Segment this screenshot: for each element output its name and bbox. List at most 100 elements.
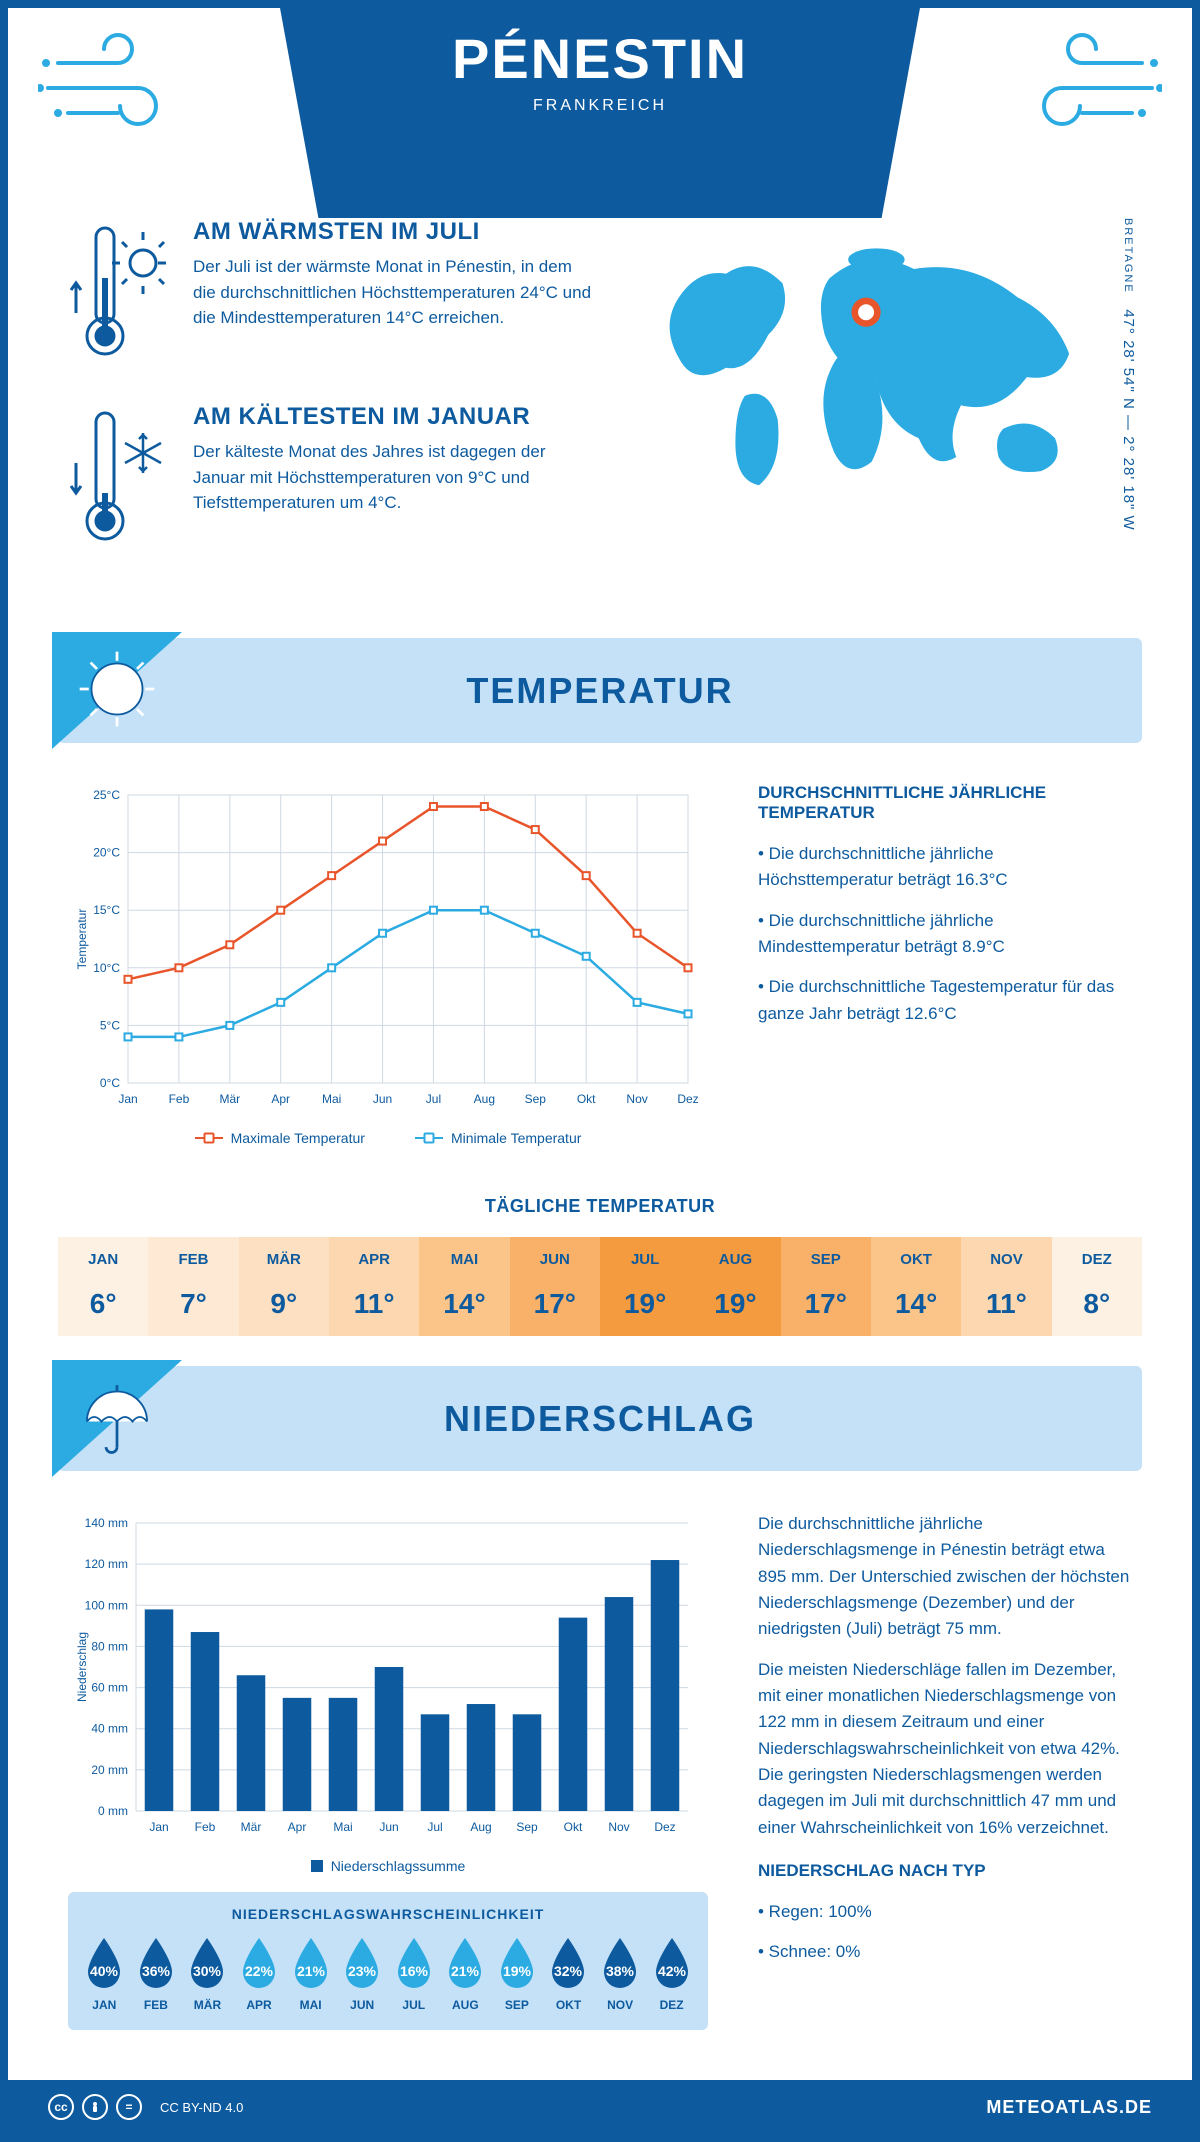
temperature-line-chart: 0°C5°C10°C15°C20°C25°CJanFebMärAprMaiJun…: [68, 783, 708, 1113]
daily-temp-cell: DEZ8°: [1052, 1237, 1142, 1336]
svg-text:10°C: 10°C: [93, 961, 120, 975]
svg-text:Jan: Jan: [149, 1820, 168, 1834]
precip-prob-drop: 38% NOV: [596, 1936, 645, 2012]
precip-prob-drop: 30% MÄR: [183, 1936, 232, 2012]
intro-section: AM WÄRMSTEN IM JULI Der Juli ist der wär…: [8, 218, 1192, 618]
svg-text:Mai: Mai: [322, 1092, 341, 1106]
precip-prob-heading: NIEDERSCHLAGSWAHRSCHEINLICHKEIT: [80, 1906, 696, 1922]
sun-icon: [76, 648, 158, 730]
svg-text:140 mm: 140 mm: [85, 1516, 128, 1530]
temperature-section-header: TEMPERATUR: [58, 638, 1142, 743]
svg-text:Okt: Okt: [564, 1820, 583, 1834]
svg-text:Feb: Feb: [195, 1820, 216, 1834]
svg-text:Mär: Mär: [241, 1820, 262, 1834]
temperature-bullet: • Die durchschnittliche jährliche Höchst…: [758, 841, 1132, 894]
svg-text:Sep: Sep: [516, 1820, 538, 1834]
svg-text:Nov: Nov: [626, 1092, 647, 1106]
precip-prob-drop: 21% AUG: [441, 1936, 490, 2012]
precip-type-item: • Regen: 100%: [758, 1899, 1132, 1925]
svg-text:120 mm: 120 mm: [85, 1557, 128, 1571]
daily-temp-cell: MÄR9°: [239, 1237, 329, 1336]
svg-text:36%: 36%: [142, 1963, 171, 1979]
temperature-bullet: • Die durchschnittliche Tagestemperatur …: [758, 974, 1132, 1027]
daily-temp-heading: TÄGLICHE TEMPERATUR: [8, 1196, 1192, 1217]
precipitation-paragraph: Die durchschnittliche jährliche Niedersc…: [758, 1511, 1132, 1643]
header: PÉNESTIN FRANKREICH: [8, 8, 1192, 218]
svg-text:Aug: Aug: [470, 1820, 491, 1834]
daily-temp-cell: SEP17°: [781, 1237, 871, 1336]
svg-text:15°C: 15°C: [93, 903, 120, 917]
precipitation-heading: NIEDERSCHLAG: [444, 1398, 756, 1440]
svg-text:Apr: Apr: [288, 1820, 307, 1834]
svg-text:40%: 40%: [90, 1963, 119, 1979]
svg-text:80 mm: 80 mm: [91, 1639, 128, 1653]
svg-text:Jul: Jul: [427, 1820, 442, 1834]
precipitation-legend: Niederschlagssumme: [68, 1858, 708, 1874]
coldest-fact: AM KÄLTESTEN IM JANUAR Der kälteste Mona…: [68, 403, 592, 553]
annual-temp-heading: DURCHSCHNITTLICHE JÄHRLICHE TEMPERATUR: [758, 783, 1132, 823]
temperature-bullet: • Die durchschnittliche jährliche Mindes…: [758, 908, 1132, 961]
svg-text:Mai: Mai: [333, 1820, 352, 1834]
svg-text:22%: 22%: [245, 1963, 274, 1979]
svg-text:0 mm: 0 mm: [98, 1804, 128, 1818]
coordinates: BRETAGNE 47° 28' 54" N — 2° 28' 18" W: [1120, 218, 1137, 531]
svg-text:Aug: Aug: [474, 1092, 495, 1106]
svg-text:30%: 30%: [193, 1963, 222, 1979]
svg-text:Jan: Jan: [118, 1092, 137, 1106]
precip-prob-drop: 23% JUN: [338, 1936, 387, 2012]
nd-icon: =: [116, 2094, 142, 2120]
svg-text:Nov: Nov: [608, 1820, 629, 1834]
precip-prob-drop: 42% DEZ: [647, 1936, 696, 2012]
svg-text:Jun: Jun: [379, 1820, 398, 1834]
coldest-text: Der kälteste Monat des Jahres ist dagege…: [193, 439, 592, 516]
footer: cc = CC BY-ND 4.0 METEOATLAS.DE: [8, 2080, 1192, 2134]
svg-text:32%: 32%: [554, 1963, 583, 1979]
svg-text:38%: 38%: [606, 1963, 635, 1979]
country-subtitle: FRANKREICH: [360, 97, 840, 115]
daily-temp-cell: JAN6°: [58, 1237, 148, 1336]
warmest-title: AM WÄRMSTEN IM JULI: [193, 218, 592, 246]
title-banner: PÉNESTIN FRANKREICH: [280, 8, 920, 218]
svg-text:20 mm: 20 mm: [91, 1763, 128, 1777]
umbrella-icon: [76, 1376, 158, 1458]
svg-text:Jul: Jul: [426, 1092, 441, 1106]
svg-text:20°C: 20°C: [93, 846, 120, 860]
precip-prob-drop: 19% SEP: [493, 1936, 542, 2012]
precipitation-paragraph: Die meisten Niederschläge fallen im Deze…: [758, 1657, 1132, 1841]
cc-icon: cc: [48, 2094, 74, 2120]
svg-text:16%: 16%: [400, 1963, 429, 1979]
precip-type-item: • Schnee: 0%: [758, 1939, 1132, 1965]
svg-text:23%: 23%: [348, 1963, 377, 1979]
daily-temperature-strip: JAN6°FEB7°MÄR9°APR11°MAI14°JUN17°JUL19°A…: [58, 1237, 1142, 1336]
svg-text:Mär: Mär: [219, 1092, 240, 1106]
license-text: CC BY-ND 4.0: [160, 2100, 243, 2115]
wind-icon: [38, 28, 188, 148]
svg-text:Sep: Sep: [525, 1092, 547, 1106]
city-title: PÉNESTIN: [360, 26, 840, 91]
svg-text:Temperatur: Temperatur: [75, 909, 89, 970]
svg-text:Dez: Dez: [677, 1092, 698, 1106]
daily-temp-cell: MAI14°: [419, 1237, 509, 1336]
svg-text:Feb: Feb: [169, 1092, 190, 1106]
svg-text:Jun: Jun: [373, 1092, 392, 1106]
daily-temp-cell: APR11°: [329, 1237, 419, 1336]
precipitation-probability-panel: NIEDERSCHLAGSWAHRSCHEINLICHKEIT 40% JAN …: [68, 1892, 708, 2030]
precip-prob-drop: 36% FEB: [132, 1936, 181, 2012]
temperature-legend: Maximale Temperatur Minimale Temperatur: [68, 1130, 708, 1146]
svg-text:21%: 21%: [451, 1963, 480, 1979]
svg-text:Dez: Dez: [654, 1820, 675, 1834]
svg-text:42%: 42%: [658, 1963, 687, 1979]
svg-text:60 mm: 60 mm: [91, 1681, 128, 1695]
svg-text:25°C: 25°C: [93, 788, 120, 802]
daily-temp-cell: OKT14°: [871, 1237, 961, 1336]
world-map: BRETAGNE 47° 28' 54" N — 2° 28' 18" W: [632, 218, 1132, 588]
svg-text:21%: 21%: [297, 1963, 326, 1979]
precip-prob-drop: 40% JAN: [80, 1936, 129, 2012]
coldest-title: AM KÄLTESTEN IM JANUAR: [193, 403, 592, 431]
warmest-fact: AM WÄRMSTEN IM JULI Der Juli ist der wär…: [68, 218, 592, 368]
svg-text:Niederschlag: Niederschlag: [75, 1632, 89, 1702]
svg-text:5°C: 5°C: [100, 1018, 120, 1032]
precipitation-bar-chart: 0 mm20 mm40 mm60 mm80 mm100 mm120 mm140 …: [68, 1511, 708, 1841]
daily-temp-cell: FEB7°: [148, 1237, 238, 1336]
precip-prob-drop: 21% MAI: [286, 1936, 335, 2012]
